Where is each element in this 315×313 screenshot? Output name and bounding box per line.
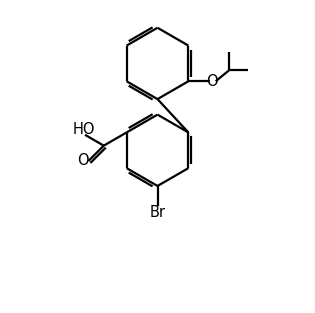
Text: HO: HO [73, 122, 95, 137]
Text: O: O [77, 153, 89, 168]
Text: O: O [206, 74, 218, 89]
Text: Br: Br [150, 205, 165, 220]
